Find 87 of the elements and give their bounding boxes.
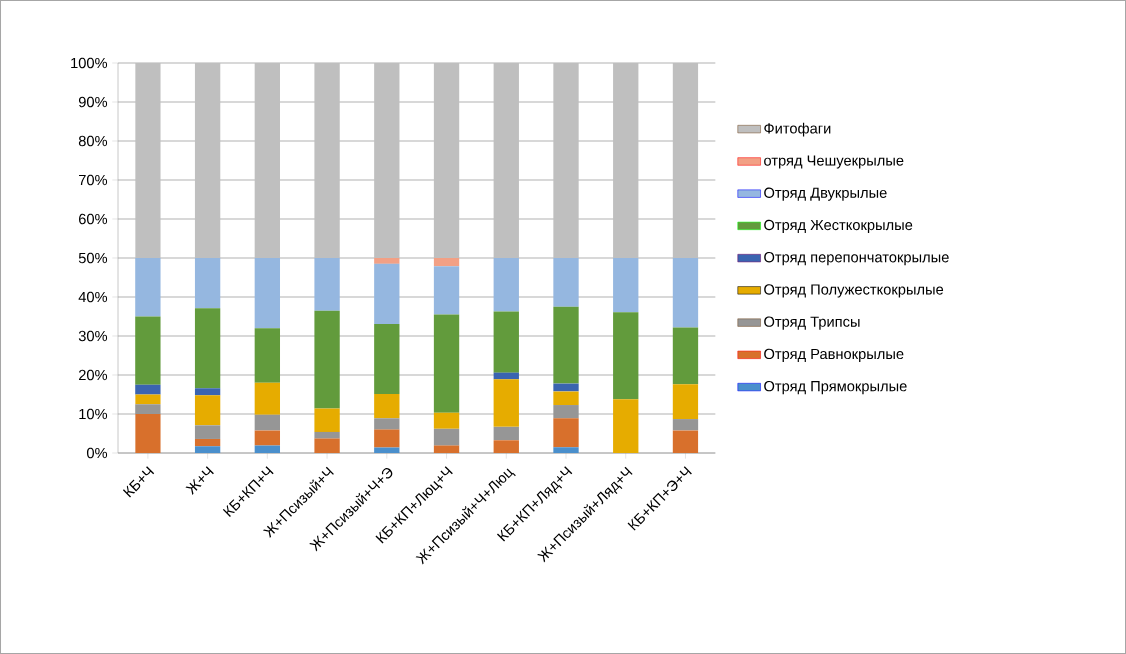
bar — [672, 419, 699, 431]
bar — [374, 429, 400, 448]
bar — [553, 418, 579, 448]
bar — [613, 63, 639, 258]
bar — [135, 384, 161, 395]
y-tick-label: 100% — [71, 57, 108, 69]
bar — [194, 425, 221, 439]
bar — [374, 394, 400, 419]
bar — [135, 404, 161, 414]
bar — [672, 63, 699, 258]
y-tick-label: 90% — [78, 96, 108, 108]
bar — [613, 399, 639, 453]
bar — [672, 327, 699, 385]
bar — [254, 258, 281, 329]
bar — [374, 263, 400, 324]
bar — [314, 408, 340, 432]
bar — [374, 323, 400, 395]
bar — [493, 311, 519, 373]
bar — [553, 63, 579, 258]
bar — [314, 310, 340, 409]
bar — [613, 258, 639, 313]
y-tick-label: 20% — [78, 369, 108, 381]
legend-label: отряд Чешуекрылые — [764, 155, 904, 169]
bar — [553, 391, 579, 406]
bar — [194, 438, 221, 447]
bar — [433, 412, 460, 429]
bar — [194, 395, 221, 426]
bar — [553, 383, 579, 392]
bar — [254, 414, 281, 431]
bar — [254, 430, 281, 446]
legend-label: Фитофаги — [764, 122, 831, 137]
bar — [374, 447, 400, 453]
bar — [194, 388, 221, 396]
bar — [314, 63, 340, 258]
legend-label: Отряд Трипсы — [764, 316, 860, 330]
bar — [672, 384, 699, 420]
bar — [493, 440, 519, 453]
bar — [493, 63, 519, 258]
bar — [314, 438, 340, 453]
bar — [135, 63, 161, 258]
y-tick-label: 60% — [79, 213, 108, 225]
bar — [672, 430, 699, 453]
bar — [314, 431, 340, 439]
bar — [493, 379, 519, 427]
legend-label: Отряд перепончатокрылые — [764, 252, 949, 266]
bar — [135, 394, 161, 405]
bar — [433, 258, 460, 267]
bar — [374, 63, 400, 258]
legend-label: Отряд Прямокрылые — [764, 380, 907, 395]
y-tick-label: 30% — [78, 330, 108, 342]
bar — [254, 63, 281, 258]
bar — [254, 445, 281, 453]
bar — [553, 258, 579, 307]
bar — [194, 258, 221, 309]
bar — [553, 306, 579, 384]
bar — [254, 328, 281, 383]
bar — [194, 446, 221, 453]
bar — [613, 312, 639, 400]
bar — [194, 63, 221, 258]
y-tick-label: 40% — [78, 291, 108, 303]
y-tick-label: 70% — [79, 174, 108, 186]
bar — [135, 414, 161, 453]
bar — [553, 447, 579, 453]
legend-label: Отряд Равнокрылые — [764, 348, 904, 362]
bar — [433, 266, 460, 315]
bar — [314, 258, 340, 311]
bar — [433, 63, 460, 258]
bar — [374, 258, 400, 264]
legend-label: Отряд Полужесткокрылые — [764, 284, 944, 298]
legend-label: Отряд Жесткокрылые — [764, 219, 913, 234]
bar — [433, 428, 460, 446]
y-tick-label: 10% — [79, 408, 108, 420]
bar — [194, 308, 221, 389]
bar — [135, 258, 161, 317]
y-tick-label: 50% — [78, 252, 108, 264]
y-tick-label: 0% — [86, 447, 108, 459]
bar — [672, 258, 699, 328]
bar — [254, 382, 281, 415]
bar — [374, 418, 400, 430]
legend-label: Отряд Двукрылые — [764, 187, 887, 201]
bar — [493, 426, 519, 441]
bar — [553, 405, 579, 419]
bar — [433, 314, 460, 413]
bar — [135, 316, 161, 385]
bar — [433, 445, 460, 453]
y-tick-label: 80% — [78, 135, 108, 147]
bar — [493, 258, 519, 312]
